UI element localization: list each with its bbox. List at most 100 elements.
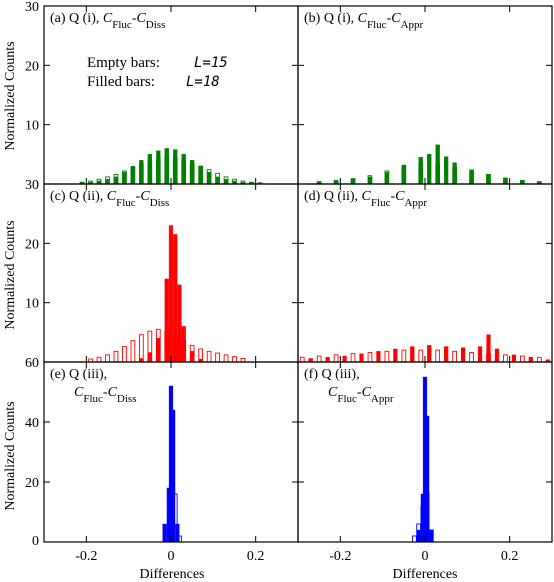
x-tick-label-e: 0.2 [247, 549, 265, 564]
bar-d-empty [367, 352, 373, 363]
bar-d-filled [410, 346, 415, 363]
legend: Empty bars: L=15 Filled bars: L=18 [87, 55, 228, 90]
bar-a-filled [164, 148, 169, 185]
bar-a-filled [122, 171, 127, 185]
x-tick-label-e: 0 [168, 549, 175, 564]
legend-filled-label: Filled bars: [87, 74, 155, 90]
bar-d-filled [393, 348, 398, 363]
bar-d-empty [299, 356, 305, 363]
bar-c-empty [122, 346, 127, 363]
bar-c-empty [232, 356, 237, 363]
bar-b-filled [427, 154, 432, 185]
bar-a-filled [215, 176, 220, 185]
x-tick-label-e: -0.2 [75, 549, 97, 564]
panel-b: (b) Q (i), CFluc-CAppr [297, 5, 553, 185]
bar-d-filled [460, 347, 466, 363]
panel-label-f: (f) Q (iii), [304, 367, 360, 382]
bar-b-filled [384, 171, 390, 185]
panel-f: -0.2 0 0.2 (f) Q (iii), CFluc-CAppr [297, 361, 553, 564]
bar-f-filled [416, 529, 421, 543]
bar-c-empty [96, 356, 102, 363]
panel-label-c: (c) Q (ii), CFluc-CDiss [50, 189, 169, 209]
bar-d-filled [486, 334, 491, 363]
bar-d-empty [384, 350, 390, 363]
y-tick-label-e: 20 [25, 476, 39, 491]
bar-b-filled [444, 156, 449, 185]
panel-formula-e: CFluc-CDiss [74, 385, 136, 405]
bar-d-filled [325, 357, 330, 363]
bar-d-empty [435, 349, 441, 363]
bar-c-empty [113, 350, 119, 363]
panel-label-d: (d) Q (ii), CFluc-CAppr [304, 189, 427, 209]
y-axis-title-row2: Normalized Counts [3, 220, 18, 329]
bar-d-empty [350, 353, 356, 363]
panel-label-b: (b) Q (i), CFluc-CAppr [304, 11, 424, 31]
bar-a-filled [113, 176, 119, 185]
bar-c-filled [190, 351, 195, 363]
bar-d-filled [427, 345, 432, 363]
panel-c: 10 20 30 (c) Q (ii), CFluc-CDiss [25, 178, 299, 363]
bar-c-empty [223, 354, 229, 363]
panel-a: 10 20 30 (a) Q (i), CFluc-CDiss [25, 0, 299, 185]
panel-formula-f: CFluc-CAppr [328, 385, 394, 405]
y-tick-label-a: 10 [25, 119, 39, 134]
bar-b-filled [452, 162, 457, 185]
bar-d-filled [342, 355, 347, 363]
bar-c-empty [130, 340, 136, 363]
panel-label-e: (e) Q (iii), [50, 367, 107, 382]
y-axis-title-row3: Normalized Counts [3, 401, 18, 510]
bar-c-filled [168, 225, 174, 363]
bar-a-filled [147, 154, 152, 185]
y-tick-label-e: 0 [32, 534, 39, 549]
bar-a-filled [139, 160, 144, 185]
frame-b [297, 5, 553, 185]
frame-d [297, 183, 553, 363]
y-axis-title-row1: Normalized Counts [3, 41, 18, 150]
bar-a-filled [181, 154, 186, 185]
bar-c-empty [139, 334, 144, 363]
bar-c-filled [173, 234, 178, 363]
bar-d-empty [333, 354, 339, 363]
bar-f-empty [412, 535, 417, 543]
bar-b-filled [401, 164, 406, 185]
panel-e: 20 40 60 0 -0.2 0 0.2 (e) Q (iii), CFluc-CDiss [25, 356, 299, 564]
bar-d-filled [477, 346, 483, 363]
bar-c-filled [147, 352, 152, 363]
bar-d-empty [316, 355, 322, 363]
bar-c-filled [181, 326, 186, 363]
bar-b-filled [469, 169, 474, 185]
bar-d-filled [511, 354, 517, 363]
y-tick-label-e: 60 [25, 356, 39, 371]
bar-a-filled [105, 179, 110, 185]
bar-e-filled [171, 409, 176, 543]
bar-b-filled [418, 157, 423, 185]
bar-d-empty [401, 349, 407, 363]
bar-a-filled [206, 171, 212, 185]
bar-b-filled [350, 179, 356, 185]
bar-a-filled [173, 149, 178, 185]
bar-f-filled [425, 415, 430, 543]
legend-filled-value: L=18 [186, 74, 220, 90]
y-tick-label-c: 10 [25, 297, 39, 312]
y-tick-label-c: 20 [25, 237, 39, 252]
bar-d-empty [536, 356, 542, 363]
bar-b-filled [486, 174, 491, 185]
bar-e-filled [162, 523, 167, 543]
bar-d-empty [418, 349, 424, 363]
x-axis-title-right: Differences [392, 567, 457, 582]
bar-c-filled [177, 284, 182, 363]
frame-a [43, 5, 299, 185]
bar-d-filled [494, 348, 500, 363]
bar-a-filled [130, 165, 136, 185]
bar-a-filled [198, 165, 203, 185]
legend-empty-value: L=15 [194, 55, 228, 71]
bar-d-empty [469, 352, 474, 363]
bar-d-empty [452, 350, 457, 363]
bar-d-filled [376, 351, 381, 363]
x-tick-label-f: 0 [422, 549, 429, 564]
y-tick-label-a: 20 [25, 59, 39, 74]
bar-c-filled [156, 338, 161, 363]
y-tick-label-a: 30 [25, 0, 39, 15]
bar-b-filled [503, 177, 508, 185]
